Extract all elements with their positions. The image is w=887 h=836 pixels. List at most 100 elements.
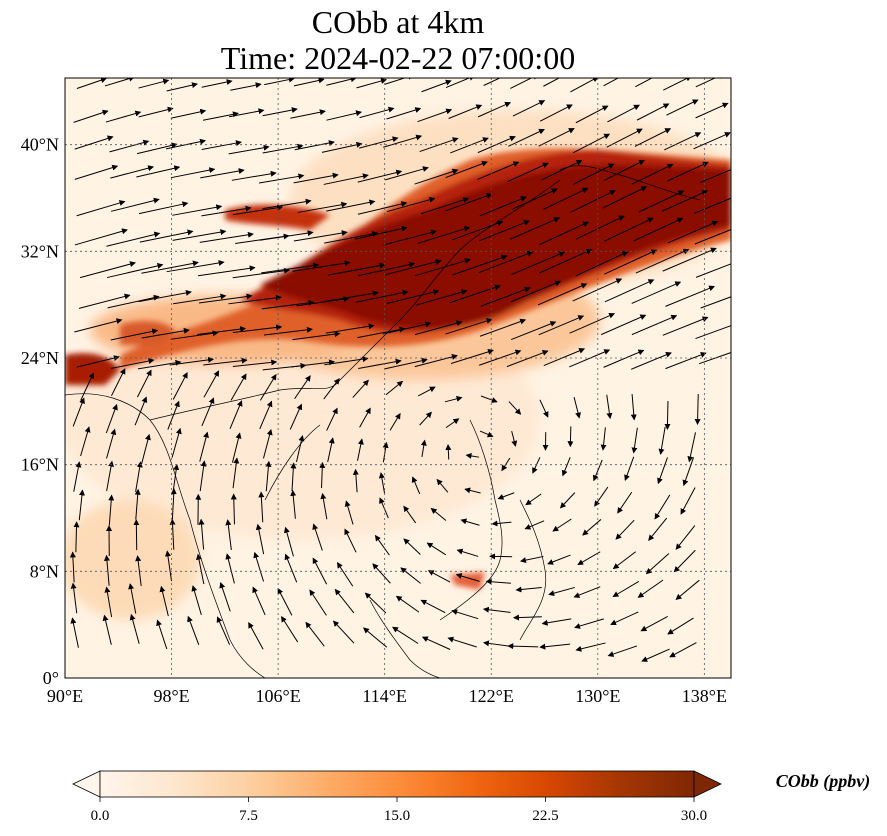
wind-arrow [357, 438, 364, 461]
wind-arrow [479, 220, 530, 242]
wind-arrow [635, 78, 653, 88]
wind-arrow [172, 372, 188, 400]
wind-arrow [255, 523, 265, 555]
wind-arrow [138, 289, 192, 303]
wind-arrow [389, 412, 401, 431]
wind-arrow [420, 599, 446, 614]
wind-arrow [541, 618, 572, 626]
wind-arrow [293, 172, 339, 184]
wind-arrow [630, 351, 672, 370]
wind-arrow [450, 137, 489, 154]
wind-arrow [352, 468, 359, 493]
wind-arrow [110, 368, 126, 397]
wind-arrow [169, 518, 176, 550]
wind-arrow [110, 328, 159, 341]
wind-arrow [572, 278, 623, 302]
wind-arrow [261, 299, 315, 310]
wind-arrow [78, 489, 85, 521]
wind-arrow [104, 78, 135, 87]
wind-arrow [233, 204, 284, 216]
wind-arrow [106, 231, 161, 247]
wind-arrow [134, 396, 148, 426]
wind-arrow [309, 589, 327, 616]
wind-arrow [203, 357, 248, 366]
wind-arrow [509, 217, 560, 240]
wind-arrow [290, 359, 335, 368]
wind-arrow [574, 618, 604, 629]
wind-arrow [687, 432, 696, 463]
wind-arrow [293, 78, 325, 87]
concentration-field [65, 78, 731, 678]
wind-arrow [72, 397, 85, 427]
wind-arrow [372, 563, 391, 584]
wind-arrow [479, 430, 494, 438]
wind-arrow [479, 318, 527, 337]
wind-arrow [138, 78, 170, 89]
wind-arrow [635, 248, 690, 274]
wind-arrow [506, 350, 549, 368]
wind-arrow [258, 491, 265, 523]
lat-tick-label: 24°N [21, 348, 59, 368]
wind-arrow [358, 261, 416, 277]
wind-arrow [259, 230, 314, 241]
wind-arrow [136, 369, 152, 398]
wind-arrow [510, 280, 562, 303]
wind-arrow [615, 519, 635, 540]
wind-arrow [354, 225, 408, 240]
wind-arrow [156, 619, 168, 650]
wind-arrow [326, 199, 376, 212]
lon-tick-labels: 90°E 98°E 106°E 114°E 122°E 130°E 138°E [47, 686, 727, 706]
wind-arrow [105, 403, 118, 434]
wind-arrow [259, 373, 277, 401]
wind-arrow [452, 220, 504, 241]
wind-arrow [515, 586, 542, 593]
wind-arrow [445, 418, 460, 429]
wind-arrow [538, 128, 575, 147]
wind-arrow [364, 592, 387, 614]
wind-arrow [296, 296, 350, 307]
wind-arrow [305, 621, 325, 647]
map-title-line2: Time: 2024-02-22 07:00:00 [220, 40, 576, 76]
wind-arrow [231, 170, 277, 181]
wind-arrow [654, 494, 671, 520]
wind-arrow [630, 394, 637, 421]
wind-arrow [569, 349, 611, 368]
wind-arrow [631, 314, 678, 336]
wind-arrow [74, 228, 128, 246]
wind-arrow [480, 286, 531, 307]
wind-arrow [328, 262, 386, 276]
wind-arrow [137, 142, 178, 155]
wind-arrow [662, 190, 709, 212]
wind-arrow [294, 140, 335, 151]
colorbar-tick-label: 0.0 [91, 808, 110, 824]
wind-arrow [289, 403, 303, 430]
wind-arrow [419, 411, 432, 426]
wind-arrow [294, 375, 311, 400]
wind-arrow [512, 614, 542, 621]
wind-arrow [362, 627, 388, 648]
wind-arrow [129, 613, 140, 644]
wind-arrow [573, 586, 601, 598]
wind-arrow [700, 296, 731, 309]
wind-arrow [196, 553, 205, 585]
wind-arrow [547, 554, 571, 565]
wind-arrow [519, 555, 544, 564]
wind-arrow [334, 588, 355, 614]
wind-arrow [252, 586, 266, 616]
wind-arrow [277, 587, 293, 616]
wind-arrow [170, 167, 216, 179]
wind-arrow [283, 526, 294, 557]
wind-arrow [464, 487, 481, 494]
wind-arrow [111, 358, 155, 369]
wind-arrow [663, 78, 692, 91]
wind-arrow [483, 78, 501, 86]
wind-arrow [355, 289, 409, 303]
wind-arrow [447, 636, 477, 648]
wind-arrow [662, 247, 717, 272]
wind-arrow [695, 263, 731, 278]
wind-arrow [445, 444, 452, 460]
wind-arrow [327, 437, 335, 463]
wind-arrow [141, 433, 151, 465]
wind-arrow [451, 609, 479, 620]
wind-arrow [170, 108, 207, 119]
